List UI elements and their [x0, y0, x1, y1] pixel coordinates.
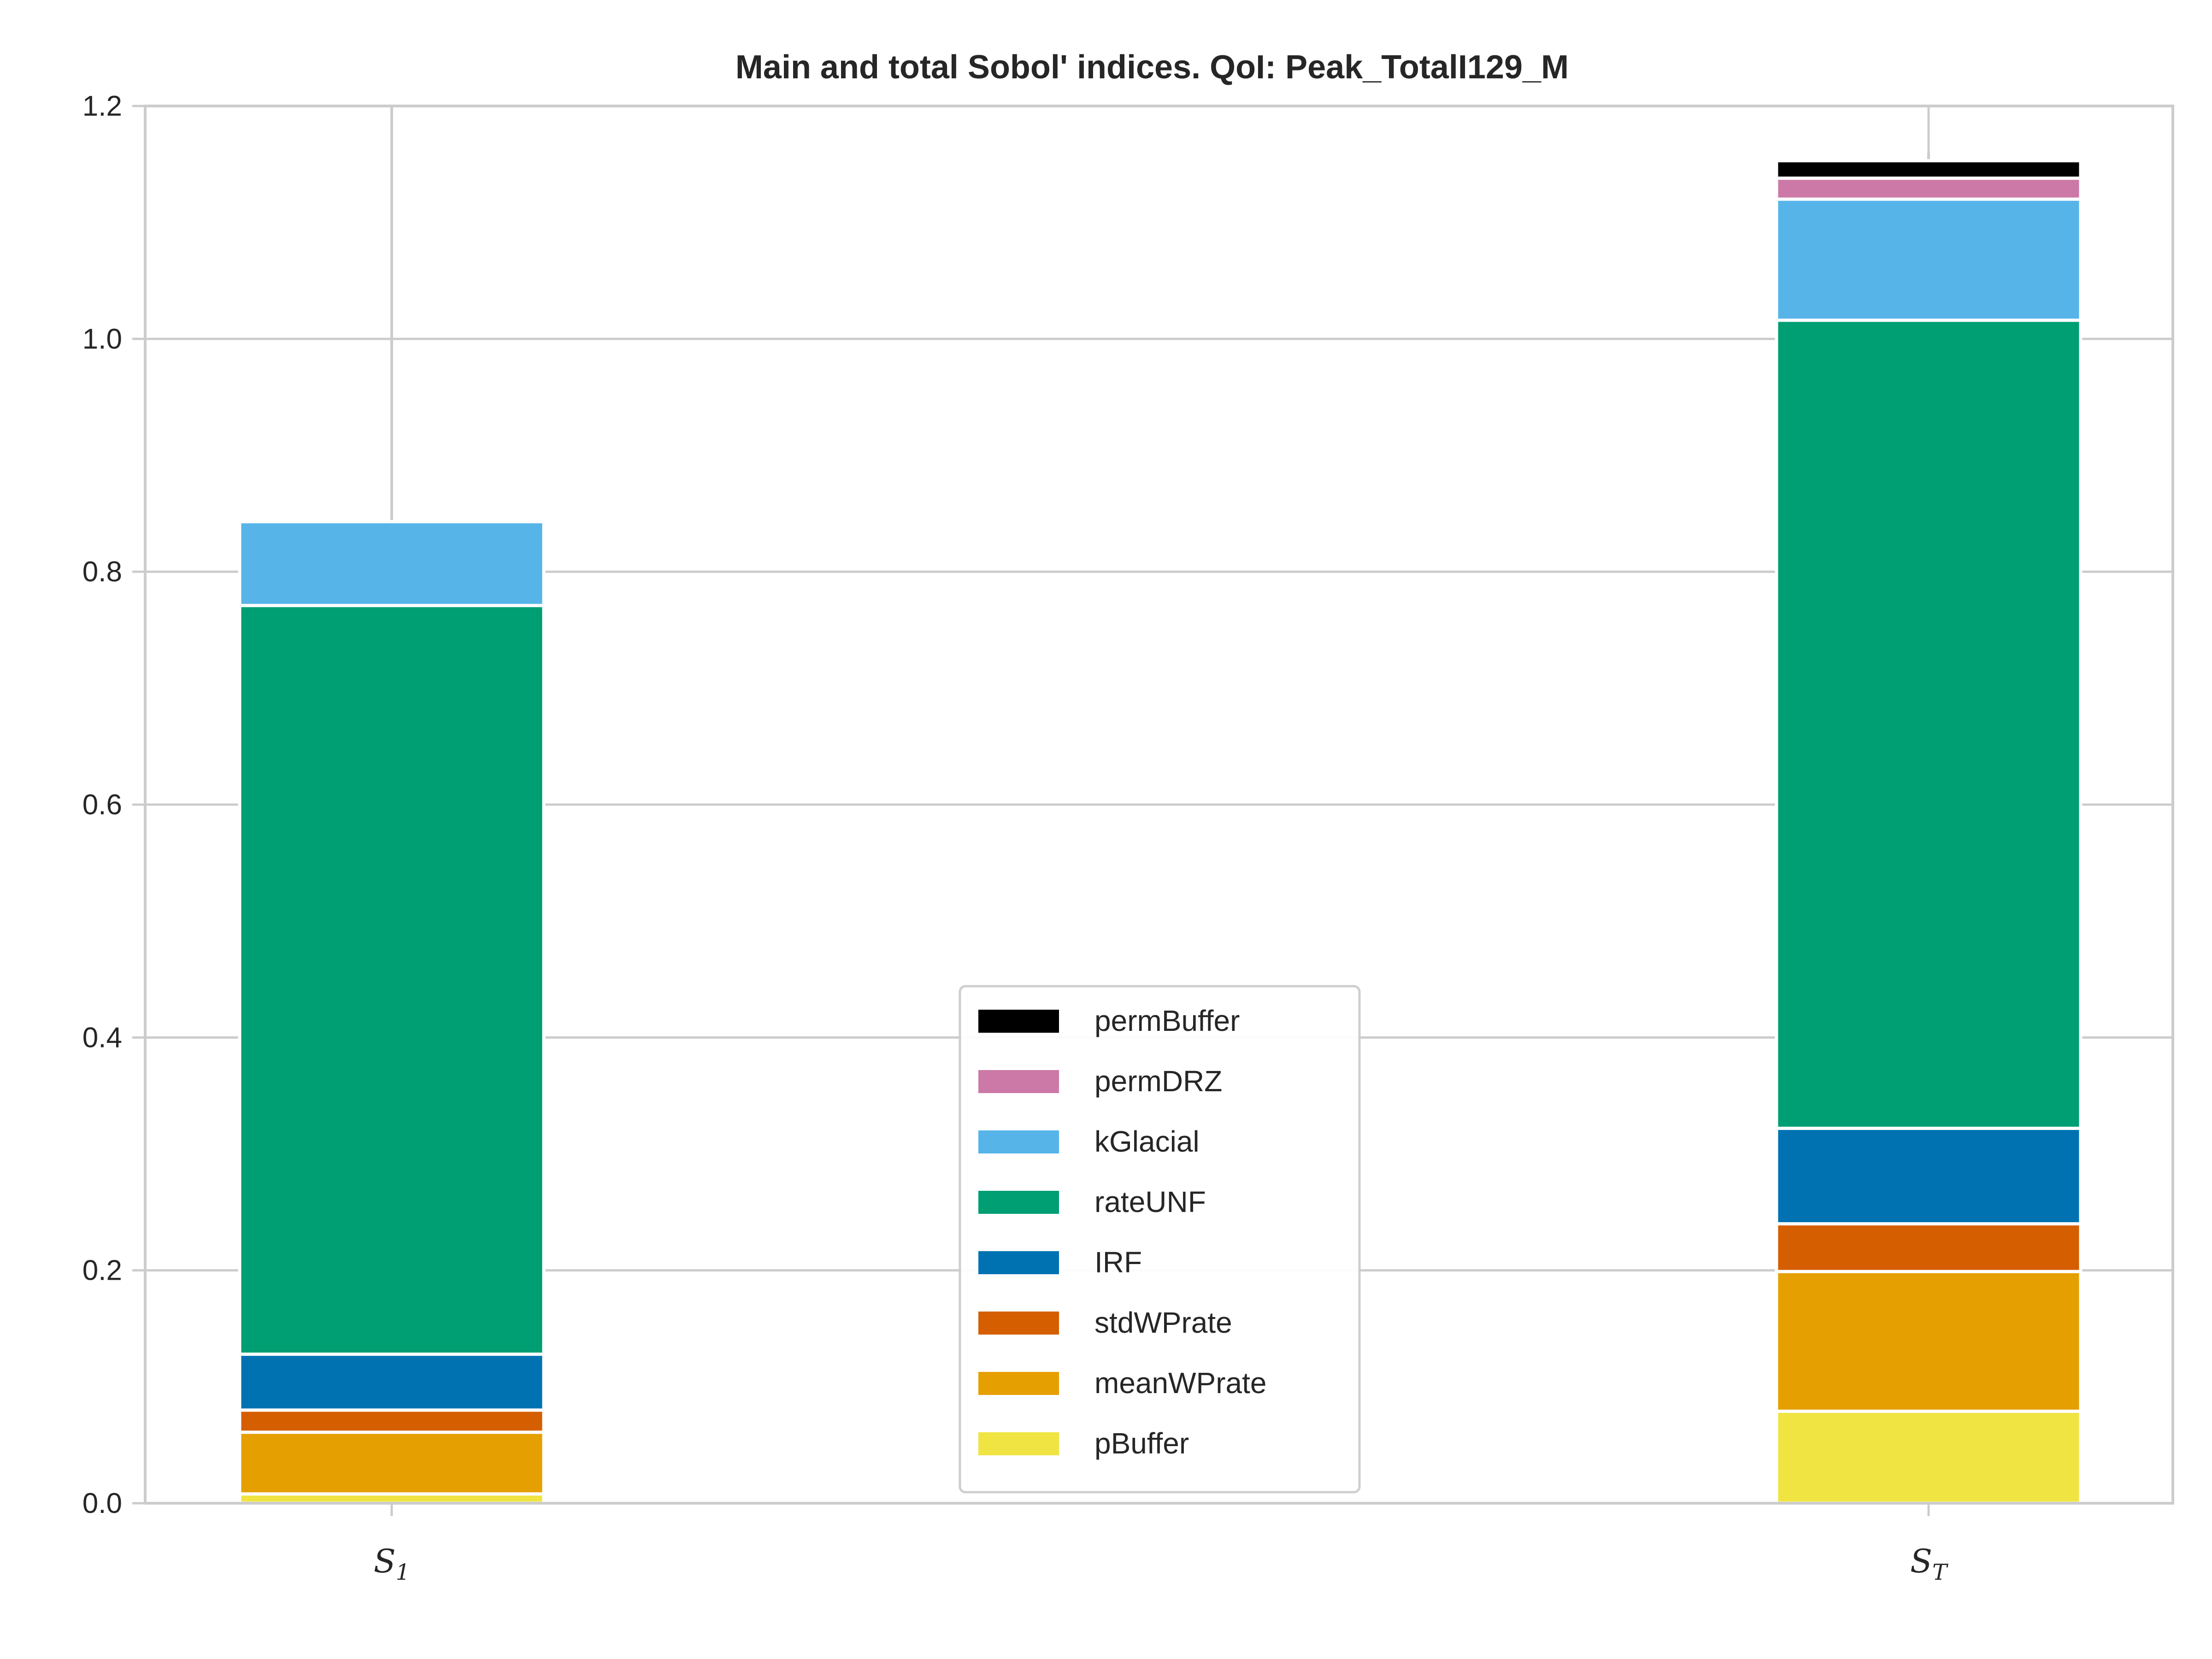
legend-box [959, 985, 1361, 1494]
legend-swatch-permDRZ [978, 1070, 1059, 1093]
legend-label-permDRZ: permDRZ [1094, 1065, 1222, 1098]
legend-label-stdWPrate: stdWPrate [1094, 1306, 1232, 1339]
legend: permBuffer permDRZ kGlacial rateUNF IRF stdWP… [959, 985, 1361, 1494]
bar-segment-IRF [1775, 1126, 2083, 1226]
bar-segment-meanWPrate [1775, 1270, 2083, 1413]
bar-segment-permBuffer [1775, 159, 2083, 180]
legend-label-rateUNF: rateUNF [1094, 1185, 1206, 1218]
legend-label-permBuffer: permBuffer [1094, 1004, 1240, 1037]
chart-title: Main and total Sobol' indices. QoI: Peak… [735, 49, 1569, 86]
y-tick-label: 0.2 [82, 1255, 122, 1287]
x-tick-label: S1 [374, 1542, 410, 1585]
legend-swatch-permBuffer [978, 1010, 1059, 1033]
bar-segment-stdWPrate [238, 1408, 546, 1434]
y-tick-label: 1.0 [82, 323, 122, 355]
bar-segment-kGlacial [1775, 197, 2083, 322]
x-axis-ticks: S1 ST [374, 1503, 1948, 1585]
y-tick-label: 1.2 [82, 90, 122, 122]
y-tick-label: 0.8 [82, 556, 122, 588]
bar-segment-pBuffer [1775, 1409, 2083, 1505]
legend-label-kGlacial: kGlacial [1094, 1125, 1200, 1158]
legend-swatch-meanWPrate [978, 1372, 1059, 1395]
bar-segment-meanWPrate [238, 1430, 546, 1496]
bar-segment-kGlacial [238, 520, 546, 607]
legend-swatch-rateUNF [978, 1191, 1059, 1214]
y-tick-label: 0.4 [82, 1022, 122, 1053]
legend-label-pBuffer: pBuffer [1094, 1427, 1189, 1460]
y-tick-label: 0.0 [82, 1488, 122, 1519]
bar-segment-permDRZ [1775, 176, 2083, 201]
legend-swatch-kGlacial [978, 1130, 1059, 1153]
bar-segment-stdWPrate [1775, 1222, 2083, 1273]
bars [238, 159, 2083, 1505]
y-tick-label: 0.6 [82, 789, 122, 821]
bar-segment-IRF [238, 1353, 546, 1412]
legend-label-meanWPrate: meanWPrate [1094, 1366, 1266, 1400]
y-axis-ticks: 0.0 0.2 0.4 0.6 0.8 1.0 1.2 [82, 90, 145, 1519]
legend-label-IRF: IRF [1094, 1246, 1142, 1279]
bar-segment-rateUNF [238, 604, 546, 1356]
x-tick-label: ST [1910, 1542, 1948, 1585]
legend-swatch-IRF [978, 1251, 1059, 1274]
legend-swatch-pBuffer [978, 1432, 1059, 1455]
legend-swatch-stdWPrate [978, 1312, 1059, 1335]
bar-segment-rateUNF [1775, 318, 2083, 1130]
